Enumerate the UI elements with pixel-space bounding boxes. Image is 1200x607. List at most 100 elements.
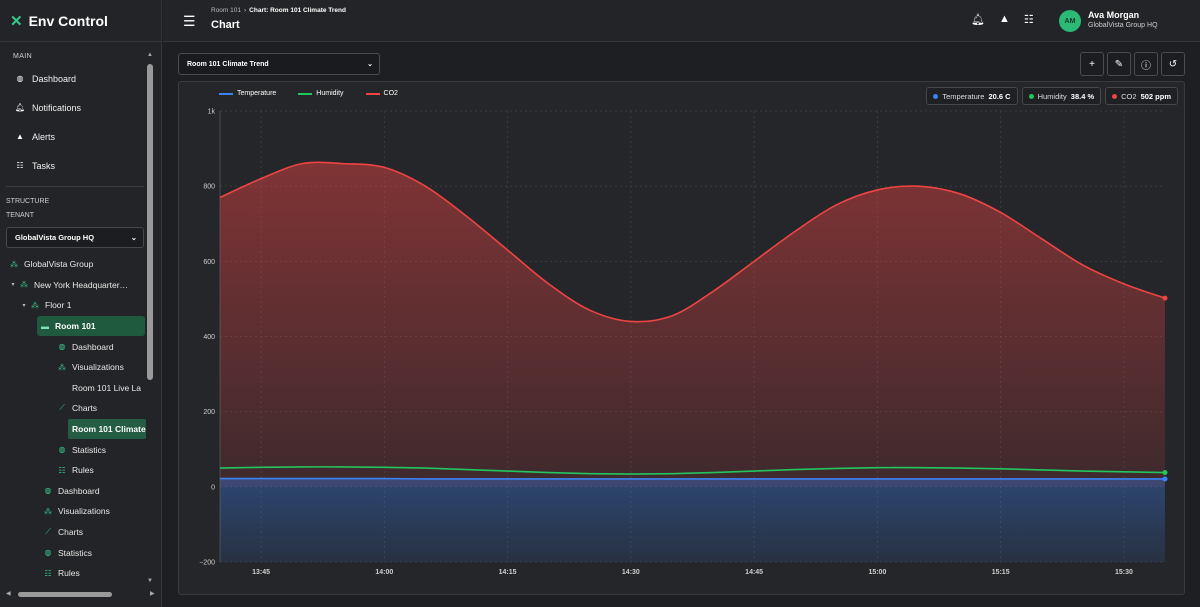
x-tick-label: 14:45: [745, 569, 763, 576]
legend-item[interactable]: Humidity: [298, 90, 344, 97]
sidebar-scroll: MAIN ◍ Dashboard 🔔︎ Notifications ▲ Alerts ☷ Ta…: [0, 48, 150, 589]
sidebar-horizontal-scroll-thumb[interactable]: [18, 592, 112, 597]
y-tick-label: 200: [203, 409, 215, 416]
chart-plot[interactable]: −200 0 200 400 600 800 1k 13:45 14:00 14:15 14:30 1…: [179, 82, 1186, 596]
tree-item[interactable]: ◍ Dashboard: [0, 481, 150, 502]
room-icon: ▬: [41, 321, 49, 331]
chart-select[interactable]: Room 101 Climate Trend ⌄: [178, 53, 380, 75]
app-name: Env Control: [28, 12, 108, 29]
latest-value-readouts: Temperature 20.6 C Humidity 38.4 % CO2 502 pp…: [926, 87, 1178, 105]
tree-item[interactable]: ◍ Dashboard: [0, 336, 150, 357]
tree-item-label: Charts: [72, 403, 98, 414]
series-line-humidity[interactable]: [219, 466, 1166, 475]
brand[interactable]: ✕ Env Control: [0, 0, 161, 42]
tree-item-label: Rules: [58, 568, 80, 579]
statistics-icon: ◍: [58, 445, 66, 455]
series-line-co2[interactable]: [219, 161, 1166, 323]
tree-item-label: Visualizations: [58, 506, 110, 517]
y-tick-label: 400: [203, 334, 215, 341]
sidebar: ✕ Env Control MAIN ◍ Dashboard 🔔︎ Notificat…: [0, 0, 162, 607]
tree-item[interactable]: ⟋ Charts: [0, 398, 150, 419]
tree-item[interactable]: ☷ Rules: [0, 460, 150, 481]
tree-item-label: New York Headquarter…: [34, 279, 129, 290]
hamburger-menu-icon[interactable]: ☰: [183, 13, 196, 29]
chevron-down-icon[interactable]: ▾: [22, 302, 26, 309]
readout-value: 38.4 %: [1070, 91, 1095, 101]
legend-item[interactable]: Temperature: [219, 90, 276, 97]
tree-item[interactable]: ⟋ Charts: [0, 522, 150, 543]
edit-button[interactable]: ✎: [1107, 52, 1131, 76]
y-tick-label: 1k: [208, 109, 216, 116]
avatar[interactable]: AM: [1059, 10, 1081, 32]
readout-name: CO2: [1121, 91, 1137, 101]
tree-item-label: Dashboard: [72, 341, 114, 352]
chart-legend: Temperature Humidity CO2: [219, 90, 398, 97]
tree-item[interactable]: ▬ Room 101: [37, 315, 145, 337]
series-end-point[interactable]: [1162, 476, 1168, 482]
scroll-right-icon[interactable]: ▶: [150, 591, 155, 597]
status-dot-icon: [1112, 93, 1118, 99]
readout-humidity: Humidity 38.4 %: [1021, 87, 1102, 105]
breadcrumb: Room 101 › Chart: Room 101 Climate Trend: [211, 7, 346, 14]
x-tick-label: 14:30: [622, 569, 640, 576]
sidebar-divider: [6, 186, 144, 187]
y-tick-label: 0: [211, 484, 215, 491]
legend-label: Temperature: [237, 90, 277, 97]
series-area-co2: [220, 162, 1165, 487]
tree-item-label: Room 101: [55, 321, 96, 332]
nav-item-tasks[interactable]: ☷ Tasks: [0, 151, 150, 180]
tree-item[interactable]: ☷ Rules: [0, 563, 150, 584]
user-org: GlobalVista Group HQ: [1088, 22, 1158, 29]
tree-item[interactable]: ⁂ GlobalVista Group: [0, 254, 150, 275]
x-tick-label: 14:15: [499, 569, 517, 576]
chevron-down-icon: ⌄: [130, 233, 137, 242]
bell-icon[interactable]: 🔔︎: [971, 14, 985, 26]
tree-item[interactable]: ◍ Statistics: [0, 439, 150, 460]
nav-item-alerts[interactable]: ▲ Alerts: [0, 122, 150, 151]
x-tick-label: 14:00: [375, 569, 393, 576]
nav-item-label: Alerts: [32, 131, 56, 142]
dashboard-icon: ◍: [58, 342, 66, 352]
tree-item-label: GlobalVista Group: [24, 259, 94, 270]
refresh-button[interactable]: ↺: [1161, 52, 1185, 76]
dashboard-icon: ◍: [16, 74, 24, 83]
status-dot-icon: [1028, 93, 1034, 99]
alert-triangle-icon[interactable]: ▲: [998, 13, 1010, 25]
chevron-down-icon: ⌄: [367, 61, 373, 68]
tasks-icon[interactable]: ☷: [1023, 14, 1034, 26]
alert-icon: ▲: [16, 132, 24, 141]
breadcrumb-item[interactable]: Room 101: [211, 7, 241, 14]
scroll-left-icon[interactable]: ◀: [6, 591, 11, 597]
legend-item[interactable]: CO2: [365, 90, 398, 97]
edit-icon: ✎: [1114, 58, 1124, 70]
tree-item[interactable]: ⁂ Visualizations: [0, 501, 150, 522]
chevron-down-icon[interactable]: ▾: [11, 282, 15, 289]
tenant-select[interactable]: GlobalVista Group HQ ⌄: [6, 227, 144, 248]
refresh-icon: ↺: [1168, 58, 1178, 70]
tree-item[interactable]: ⁂ Visualizations: [0, 357, 150, 378]
tree-item[interactable]: ▾ ⁂ New York Headquarter…: [0, 275, 150, 296]
nav-item-dashboard[interactable]: ◍ Dashboard: [0, 64, 150, 93]
scroll-down-icon[interactable]: ▼: [147, 578, 153, 584]
tree-item[interactable]: Room 101 Climate: [68, 418, 146, 440]
breadcrumb-current: Chart: Room 101 Climate Trend: [249, 7, 346, 14]
user-name[interactable]: Ava Morgan: [1088, 10, 1140, 20]
info-button[interactable]: ⓘ: [1134, 52, 1158, 76]
nav-item-notifications[interactable]: 🔔︎ Notifications: [0, 93, 150, 122]
add-button[interactable]: +: [1080, 52, 1104, 76]
tree-item[interactable]: ◍ Statistics: [0, 542, 150, 563]
series-end-point[interactable]: [1162, 470, 1168, 476]
y-tick-label: 800: [203, 184, 215, 191]
tree-item[interactable]: Room 101 Live La: [0, 378, 150, 399]
org-icon: ⁂: [20, 280, 28, 290]
tree-item-label: Visualizations: [72, 362, 124, 373]
tree-item-label: Floor 1: [45, 300, 72, 311]
tree-item[interactable]: ▾ ⁂ Floor 1: [0, 295, 150, 316]
scroll-up-icon[interactable]: ▲: [147, 52, 153, 58]
series-end-point[interactable]: [1162, 295, 1168, 301]
tree-item-label: Rules: [72, 465, 94, 476]
info-icon: ⓘ: [1141, 60, 1151, 72]
sidebar-scroll-thumb[interactable]: [147, 64, 153, 380]
org-icon: ⁂: [10, 259, 18, 269]
tree-item-label: Dashboard: [58, 485, 100, 496]
